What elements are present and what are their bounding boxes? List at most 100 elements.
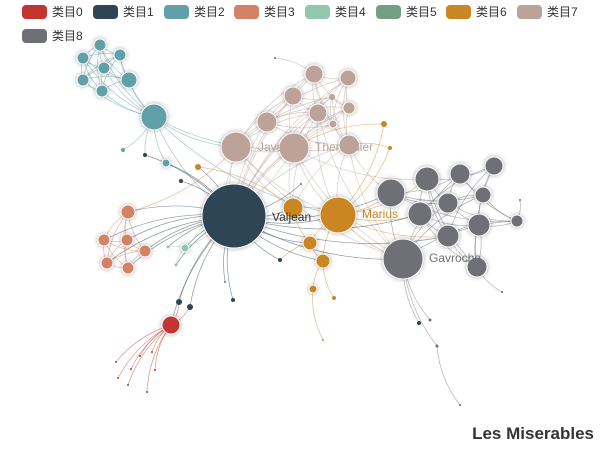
graph-edge — [312, 288, 324, 341]
legend-item-5[interactable]: 类目5 — [376, 5, 437, 19]
graph-node-c7e[interactable] — [342, 101, 356, 115]
legend-swatch-5 — [376, 5, 401, 19]
legend-item-2[interactable]: 类目2 — [164, 5, 225, 19]
graph-node-c1g[interactable] — [231, 298, 235, 302]
graph-node-c2b[interactable] — [113, 48, 127, 62]
graph-node-c4a[interactable] — [180, 243, 190, 253]
graph-node-c7i[interactable] — [338, 134, 360, 156]
legend-item-6[interactable]: 类目6 — [446, 5, 507, 19]
graph-node-c3e[interactable] — [100, 256, 114, 270]
graph-node-c0hub[interactable] — [161, 315, 181, 335]
graph-node-c2e[interactable] — [120, 71, 138, 89]
legend-swatch-4 — [305, 5, 330, 19]
legend-label-5: 类目5 — [406, 5, 437, 19]
graph-node-c8c[interactable] — [449, 163, 471, 185]
graph-node-c2t[interactable] — [121, 148, 125, 152]
graph-node-c7f[interactable] — [308, 103, 328, 123]
legend-item-1[interactable]: 类目1 — [93, 5, 154, 19]
graph-node-c2hub[interactable] — [140, 103, 168, 131]
graph-node-c6b[interactable] — [302, 235, 318, 251]
graph-node-c3b[interactable] — [97, 233, 111, 247]
graph-node-c1b[interactable] — [179, 179, 183, 183]
graph-node-c0b[interactable] — [117, 377, 119, 379]
graph-node-c1f[interactable] — [417, 321, 421, 325]
graph-node-c4b[interactable] — [174, 263, 178, 267]
legend-swatch-8 — [22, 29, 47, 43]
graph-node-c8n[interactable] — [428, 318, 432, 322]
graph-node-c2g[interactable] — [95, 84, 109, 98]
legend-label-8: 类目8 — [52, 29, 83, 43]
graph-node-c2f[interactable] — [76, 73, 90, 87]
legend-swatch-3 — [234, 5, 259, 19]
legend-label-7: 类目7 — [547, 5, 578, 19]
graph-node-t2[interactable] — [224, 281, 226, 283]
graph-node-c0f[interactable] — [146, 391, 148, 393]
graph-node-t5[interactable] — [519, 199, 521, 201]
graph-node-c8f[interactable] — [407, 201, 433, 227]
graph-node-c0d[interactable] — [127, 384, 129, 386]
graph-node-c6e[interactable] — [332, 296, 336, 300]
legend-item-4[interactable]: 类目4 — [305, 5, 366, 19]
graph-node-c7g[interactable] — [256, 111, 278, 133]
graph-node-c6g[interactable] — [195, 164, 201, 170]
graph-node-c6d[interactable] — [308, 284, 318, 294]
graph-node-c7c[interactable] — [283, 86, 303, 106]
graph-node-c8k[interactable] — [466, 256, 488, 278]
graph-node-c6i[interactable] — [322, 339, 324, 341]
graph-node-c1c[interactable] — [278, 258, 282, 262]
legend-item-8[interactable]: 类目8 — [22, 29, 83, 43]
graph-node-c4c[interactable] — [166, 245, 170, 249]
graph-node-c2a[interactable] — [93, 38, 107, 52]
graph-edge — [390, 192, 518, 222]
graph-node-c8i[interactable] — [510, 214, 524, 228]
graph-node-c8e[interactable] — [474, 186, 492, 204]
legend-swatch-7 — [517, 5, 542, 19]
graph-node-c2d[interactable] — [97, 61, 111, 75]
graph-node-thenardier[interactable] — [278, 132, 310, 164]
graph-node-c6f[interactable] — [381, 121, 387, 127]
graph-node-c3c[interactable] — [120, 233, 134, 247]
graph-node-c7b[interactable] — [339, 69, 357, 87]
graph-node-t1[interactable] — [274, 57, 276, 59]
graph-node-t4[interactable] — [501, 291, 503, 293]
legend-label-1: 类目1 — [123, 5, 154, 19]
graph-node-c0h[interactable] — [154, 369, 156, 371]
graph-node-c8b[interactable] — [414, 166, 440, 192]
graph-node-c3a[interactable] — [120, 204, 136, 220]
graph-node-gavroche[interactable] — [382, 238, 424, 280]
graph-node-c3d[interactable] — [138, 244, 152, 258]
graph-node-c7h[interactable] — [328, 119, 338, 129]
graph-node-c0e[interactable] — [139, 355, 141, 357]
graph-node-c8a[interactable] — [376, 178, 406, 208]
graph-node-c0a[interactable] — [115, 361, 117, 363]
legend-item-3[interactable]: 类目3 — [234, 5, 295, 19]
graph-node-marius[interactable] — [319, 196, 357, 234]
graph-node-c1a[interactable] — [143, 153, 147, 157]
graph-node-c6h[interactable] — [388, 146, 392, 150]
graph-node-c7d[interactable] — [329, 94, 335, 100]
graph-node-c6c[interactable] — [315, 253, 331, 269]
graph-node-c6a[interactable] — [282, 197, 304, 219]
legend-label-3: 类目3 — [264, 5, 295, 19]
graph-node-c8d[interactable] — [484, 156, 504, 176]
graph-node-c8h[interactable] — [467, 213, 491, 237]
legend-item-0[interactable]: 类目0 — [22, 5, 83, 19]
graph-node-c8j[interactable] — [436, 224, 460, 248]
graph-node-t3[interactable] — [300, 183, 302, 185]
legend-swatch-1 — [93, 5, 118, 19]
graph-node-c2s[interactable] — [161, 158, 171, 168]
graph-node-c1d[interactable] — [176, 299, 182, 305]
graph-node-c8g[interactable] — [437, 192, 459, 214]
graph-node-c3f[interactable] — [121, 261, 135, 275]
graph-node-c8m[interactable] — [459, 404, 461, 406]
graph-node-javert[interactable] — [220, 131, 252, 163]
graph-node-c1e[interactable] — [187, 304, 193, 310]
graph-node-c7a[interactable] — [304, 64, 324, 84]
graph-node-c8l[interactable] — [435, 344, 439, 348]
graph-node-c0c[interactable] — [130, 368, 132, 370]
legend-item-7[interactable]: 类目7 — [517, 5, 578, 19]
graph-edge — [436, 345, 461, 406]
graph-node-valjean[interactable] — [201, 183, 267, 249]
graph-node-c2c[interactable] — [76, 51, 90, 65]
graph-node-c0g[interactable] — [151, 351, 153, 353]
